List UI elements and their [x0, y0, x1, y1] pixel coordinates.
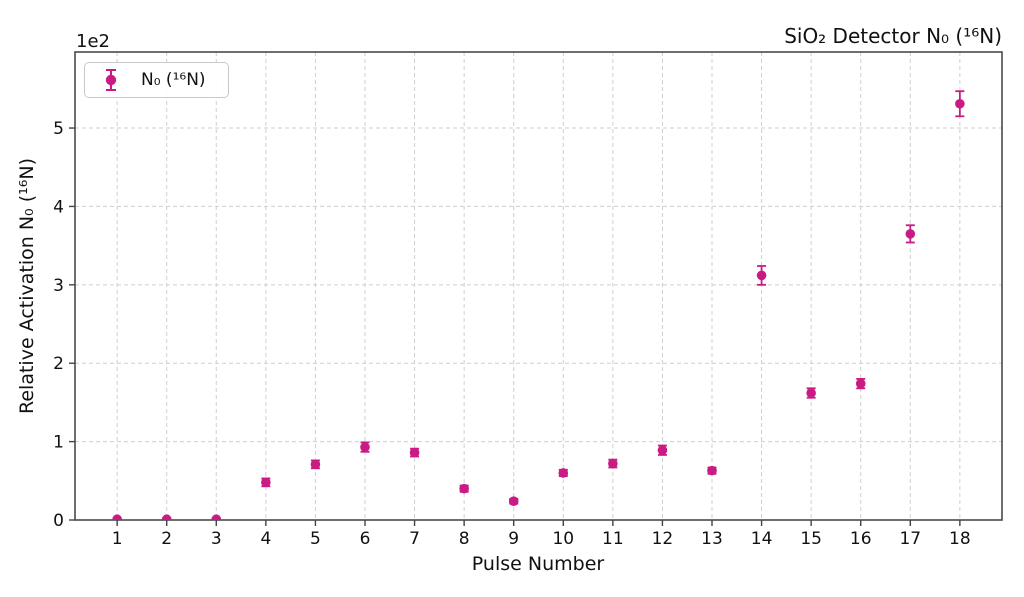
data-point-marker [261, 477, 271, 488]
x-tick-label: 8 [459, 529, 470, 549]
data-point [855, 377, 866, 390]
data-point [360, 441, 370, 453]
data-point [707, 465, 717, 476]
data-point-marker [657, 445, 668, 456]
data-point-marker [409, 447, 420, 458]
legend: N₀ (¹⁶N) [84, 62, 229, 98]
x-tick-label: 6 [360, 529, 371, 549]
data-point-marker [211, 514, 222, 520]
data-point-marker [508, 496, 519, 506]
x-tick-label: 14 [751, 529, 773, 549]
x-tick-label: 13 [701, 529, 723, 549]
data-point [657, 444, 668, 456]
y-tick-label: 4 [53, 197, 64, 217]
data-point [112, 514, 122, 520]
y-tick-label: 1 [53, 433, 64, 453]
x-tick-label: 1 [112, 529, 123, 549]
y-tick-label: 2 [53, 354, 64, 374]
data-point-marker [905, 229, 916, 239]
y-axis-offset-text: 1e2 [76, 31, 110, 52]
data-point [756, 265, 767, 286]
legend-entry-label: N₀ (¹⁶N) [141, 70, 206, 90]
data-point-marker [608, 458, 618, 469]
x-tick-label: 10 [552, 529, 574, 549]
data-point [310, 459, 321, 470]
y-tick-label: 0 [53, 511, 64, 531]
data-point [608, 458, 618, 469]
data-point-marker [360, 442, 370, 452]
x-tick-label: 18 [949, 529, 971, 549]
x-tick-label: 3 [211, 529, 222, 549]
data-point-marker [806, 388, 816, 398]
data-point [955, 90, 965, 118]
data-point-marker [955, 98, 965, 109]
data-point-marker [756, 270, 767, 281]
data-point [558, 468, 569, 478]
gridlines [75, 52, 1002, 521]
x-axis-label: Pulse Number [471, 553, 605, 575]
x-tick-label: 12 [652, 529, 674, 549]
x-tick-label: 7 [409, 529, 420, 549]
data-point-marker [707, 465, 717, 476]
x-tick-label: 15 [800, 529, 822, 549]
data-point-marker [558, 468, 569, 478]
x-tick-label: 17 [899, 529, 921, 549]
data-point [409, 447, 420, 458]
data-point-marker [112, 514, 122, 520]
data-point-marker [459, 483, 469, 494]
x-tick-label: 16 [850, 529, 872, 549]
x-axis: 1 2 3 4 5 6 7 8 9 10 11 12 13 14 15 16 17 18 [112, 520, 971, 549]
data-point [161, 514, 172, 520]
legend-errorbar-marker-icon [105, 69, 117, 91]
data-series [112, 90, 965, 520]
x-tick-label: 5 [310, 529, 321, 549]
x-tick-label: 11 [602, 529, 624, 549]
y-tick-label: 5 [53, 119, 64, 139]
data-point-marker [310, 459, 321, 470]
data-point [459, 483, 469, 494]
chart-title: SiO₂ Detector N₀ (¹⁶N) [784, 24, 1002, 48]
data-point-marker [855, 378, 866, 389]
data-point-marker [161, 514, 172, 520]
y-axis-label: Relative Activation N₀ (¹⁶N) [16, 158, 38, 414]
data-point [806, 387, 816, 399]
axes-spines [74, 51, 1003, 521]
y-axis: 0 1 2 3 4 5 [53, 119, 75, 531]
x-tick-label: 4 [260, 529, 271, 549]
data-point [508, 496, 519, 506]
data-point [211, 514, 222, 520]
data-point [905, 224, 916, 244]
y-tick-label: 3 [53, 276, 64, 296]
data-point [261, 477, 271, 488]
x-tick-label: 2 [161, 529, 172, 549]
x-tick-label: 9 [508, 529, 519, 549]
